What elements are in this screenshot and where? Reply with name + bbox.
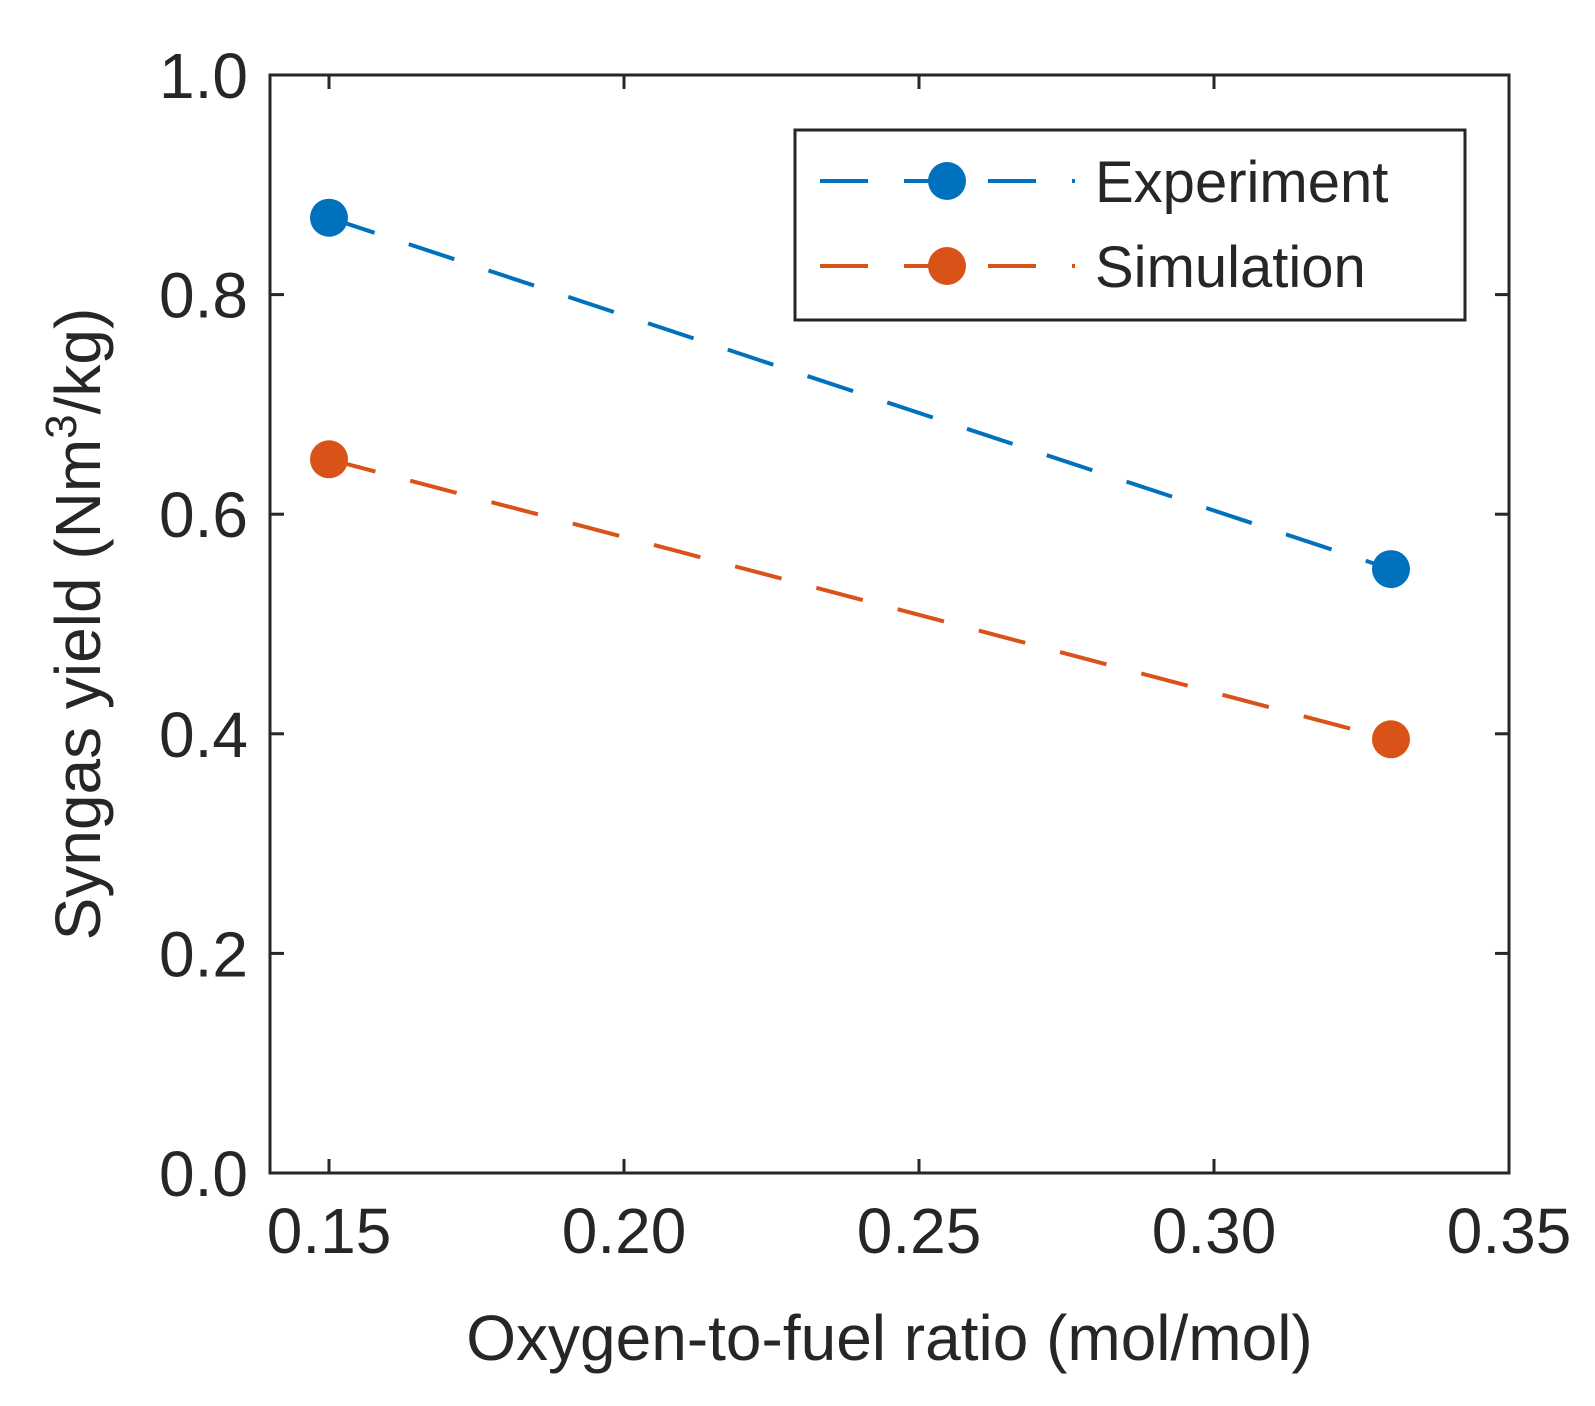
x-tick-label: 0.25 [857, 1195, 982, 1267]
x-axis-title: Oxygen-to-fuel ratio (mol/mol) [466, 1302, 1312, 1374]
y-tick-label: 0.0 [159, 1138, 248, 1210]
x-tick-label: 0.15 [267, 1195, 392, 1267]
series-layer [310, 198, 1410, 759]
legend: Experiment Simulation [793, 128, 1467, 322]
y-axis-title-prefix: Syngas yield (Nm [42, 439, 114, 941]
axes: 0.15 0.20 0.25 0.30 0.35 0.0 0.2 0.4 0.6 0.8 1.0 [159, 40, 1571, 1267]
experiment-data-point [310, 198, 348, 237]
simulation-series-line [328, 457, 1392, 742]
legend-marker-experiment [928, 162, 966, 200]
x-tick-label: 0.30 [1152, 1195, 1277, 1267]
x-tick-label: 0.35 [1447, 1195, 1572, 1267]
simulation-data-point [1372, 720, 1410, 759]
y-tick-label: 0.6 [159, 479, 248, 551]
experiment-series-line [328, 215, 1392, 571]
y-axis-title-superscript: 3 [37, 414, 86, 438]
legend-label-simulation: Simulation [1095, 235, 1366, 300]
y-tick-label: 0.8 [159, 260, 248, 332]
legend-label-experiment: Experiment [1095, 150, 1388, 215]
experiment-data-point [1372, 550, 1410, 589]
simulation-data-point [310, 440, 348, 479]
legend-box [793, 128, 1467, 322]
y-axis-title-suffix: /kg) [42, 308, 114, 415]
y-axis-title: Syngas yield (Nm3/kg) [37, 308, 115, 941]
plot-area-frame [268, 73, 1511, 1175]
y-tick-label: 0.4 [159, 699, 248, 771]
x-tick-label: 0.20 [562, 1195, 687, 1267]
y-tick-label: 1.0 [159, 40, 248, 112]
legend-marker-simulation [928, 247, 966, 285]
y-tick-label: 0.2 [159, 918, 248, 990]
